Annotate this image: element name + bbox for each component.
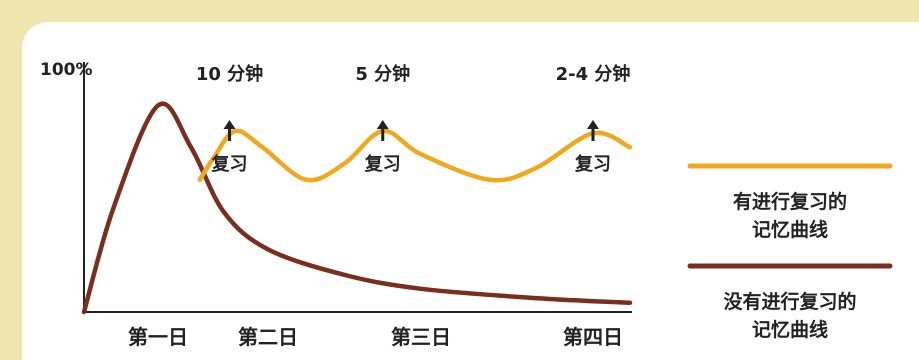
review-label: 复习 [574,153,611,175]
up-arrow-head-icon [223,120,236,129]
legend-label: 记忆曲线 [752,218,828,241]
series-lines [81,101,633,315]
x-tick-label: 第四日 [563,325,623,349]
x-tick-label: 第三日 [391,325,451,349]
x-tick-label: 第二日 [238,325,298,349]
no-review-curve-line [81,101,633,315]
review-label: 复习 [364,153,401,175]
up-arrow-head-icon [587,120,599,129]
interval-label: 5 分钟 [355,63,410,85]
chart-card [22,22,919,360]
legend-label: 记忆曲线 [752,318,828,341]
up-arrow-head-icon [376,120,389,129]
interval-label: 10 分钟 [196,63,263,85]
x-tick-label: 第一日 [128,325,188,349]
interval-label: 2-4 分钟 [556,63,631,85]
x-tick-labels: 第一日 第二日 第三日 第四日 [128,325,623,349]
legend-label: 有进行复习的 [733,190,847,213]
legend-label: 没有进行复习的 [723,290,856,313]
review-curve-line [197,128,633,183]
review-label: 复习 [211,153,248,175]
y-axis-top-label: 100% [40,60,93,80]
axes [83,62,632,313]
